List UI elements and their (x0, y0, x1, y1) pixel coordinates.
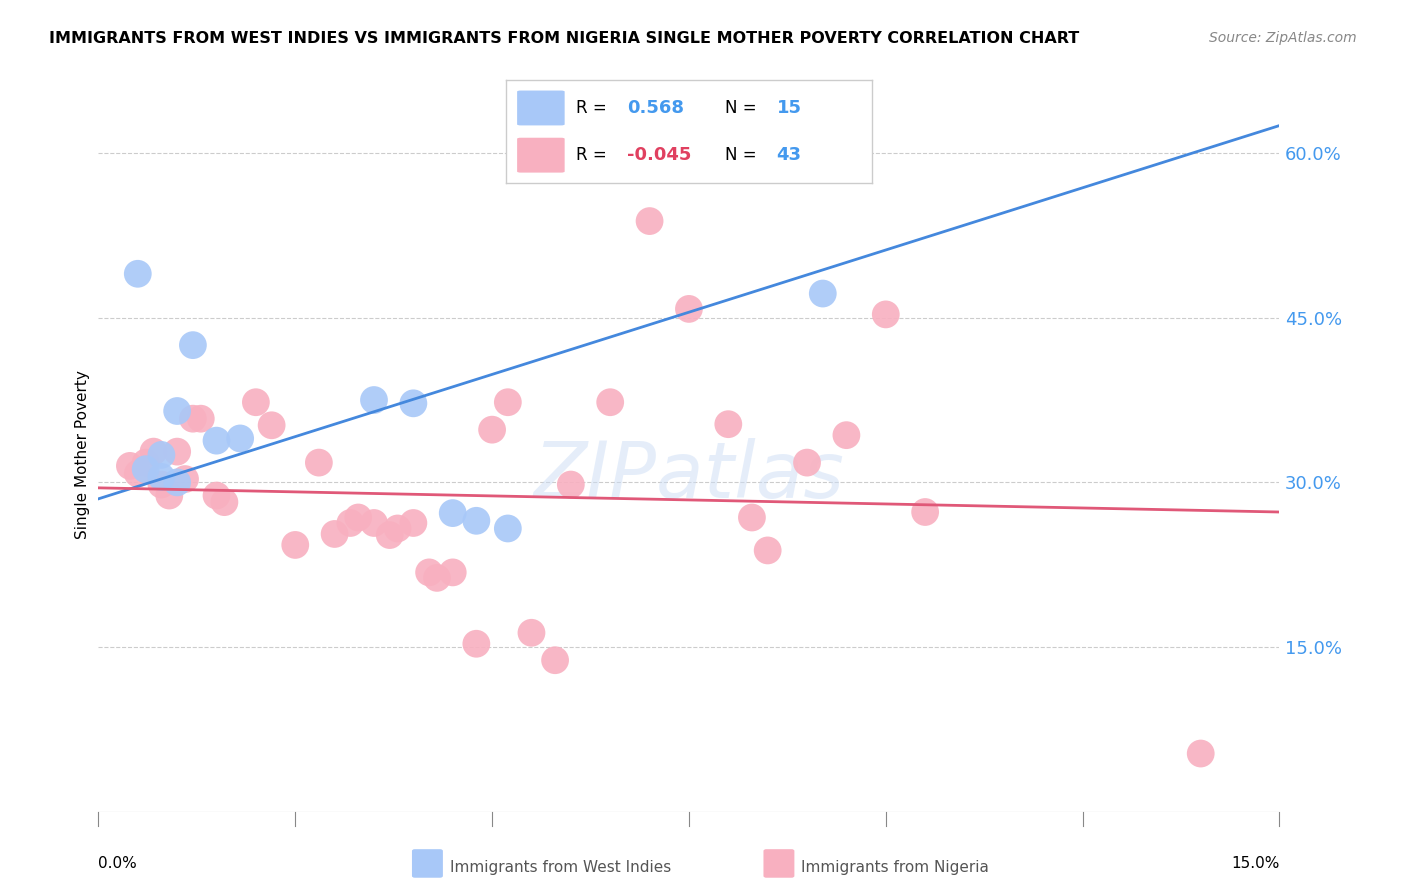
Point (347, 510, 370, 524)
Text: ZIPatlas: ZIPatlas (533, 438, 845, 515)
Point (496, 521, 519, 535)
Point (387, 521, 409, 535)
Point (426, 571, 449, 585)
Point (190, 411, 212, 425)
Text: Immigrants from West Indies: Immigrants from West Indies (450, 860, 671, 874)
Point (402, 396, 425, 410)
Point (135, 462, 157, 476)
Point (166, 444, 188, 458)
Text: IMMIGRANTS FROM WEST INDIES VS IMMIGRANTS FROM NIGERIA SINGLE MOTHER POVERTY COR: IMMIGRANTS FROM WEST INDIES VS IMMIGRANT… (49, 31, 1080, 46)
Point (481, 423, 503, 437)
Point (363, 516, 385, 530)
Point (323, 527, 346, 541)
Point (166, 475, 188, 490)
Text: -0.045: -0.045 (627, 146, 692, 164)
Point (441, 566, 464, 580)
Point (544, 653, 567, 667)
Point (245, 395, 267, 409)
Point (205, 434, 228, 448)
Point (402, 516, 425, 530)
Point (741, 510, 763, 524)
Point (599, 395, 621, 409)
Point (214, 495, 236, 509)
Point (157, 489, 180, 503)
Text: Immigrants from Nigeria: Immigrants from Nigeria (801, 860, 990, 874)
Point (678, 301, 700, 316)
Point (308, 456, 330, 470)
Point (717, 417, 740, 432)
Text: N =: N = (725, 146, 756, 164)
Point (150, 477, 173, 491)
Point (135, 456, 157, 470)
Point (418, 566, 440, 580)
Point (638, 214, 661, 228)
Point (520, 625, 543, 640)
Text: N =: N = (725, 99, 756, 117)
Point (142, 444, 165, 458)
Point (229, 432, 252, 446)
Text: 43: 43 (776, 146, 801, 164)
Point (560, 477, 582, 491)
Point (441, 506, 464, 520)
Point (796, 456, 818, 470)
FancyBboxPatch shape (517, 91, 565, 126)
Text: 15: 15 (776, 99, 801, 117)
FancyBboxPatch shape (517, 137, 565, 173)
Point (181, 411, 204, 425)
Point (174, 472, 197, 486)
Point (363, 392, 385, 407)
Point (496, 395, 519, 409)
Point (835, 428, 858, 442)
Point (127, 267, 149, 281)
Point (875, 307, 897, 321)
Text: 0.568: 0.568 (627, 99, 683, 117)
Point (756, 543, 779, 558)
Text: R =: R = (575, 146, 606, 164)
Point (284, 538, 307, 552)
Point (150, 448, 173, 462)
Text: R =: R = (575, 99, 606, 117)
Point (181, 338, 204, 352)
Point (339, 516, 361, 530)
Point (1189, 747, 1212, 761)
Point (465, 637, 488, 651)
Point (811, 286, 834, 301)
Point (166, 404, 188, 418)
Y-axis label: Single Mother Poverty: Single Mother Poverty (75, 370, 90, 540)
Point (127, 467, 149, 481)
Point (260, 418, 283, 433)
Point (150, 470, 173, 484)
Text: 0.0%: 0.0% (98, 855, 138, 871)
Point (378, 528, 401, 542)
Point (914, 505, 936, 519)
Text: Source: ZipAtlas.com: Source: ZipAtlas.com (1209, 31, 1357, 45)
Point (118, 458, 141, 473)
Point (205, 489, 228, 503)
Point (465, 514, 488, 528)
Text: 15.0%: 15.0% (1232, 855, 1279, 871)
